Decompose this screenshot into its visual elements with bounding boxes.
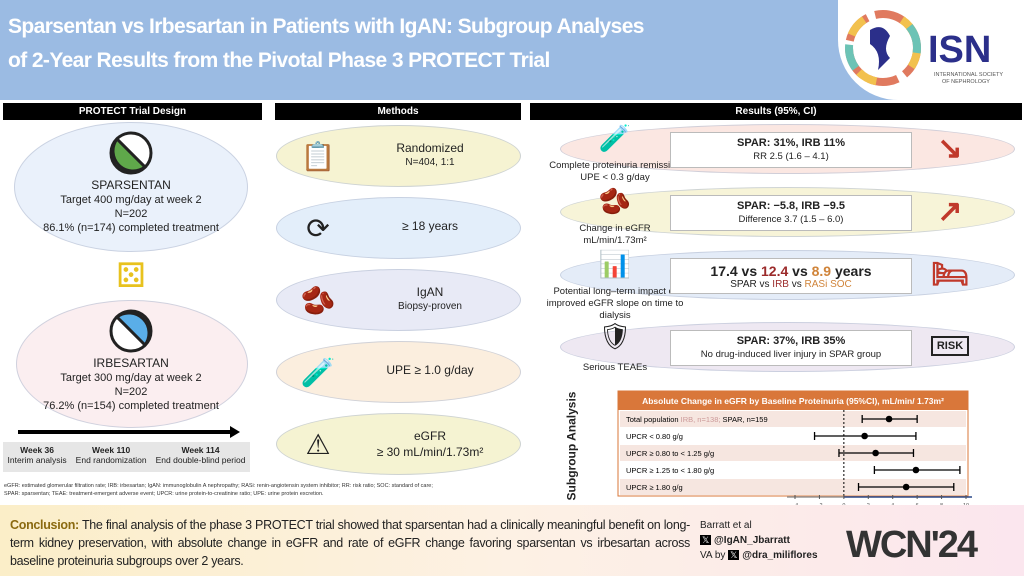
result-box: SPAR: −5.8, IRB −9.5 Difference 3.7 (1.5 …	[670, 195, 912, 231]
point-estimate	[912, 466, 920, 474]
timeline-item: Week 110 End randomization	[75, 445, 147, 465]
method-item	[276, 125, 521, 187]
row-band	[620, 428, 966, 444]
timeline-item: Week 114 End double-blind period	[155, 445, 246, 465]
isn-globe-icon: ISN INTERNATIONAL SOCIETY OF NEPHROLOGY	[845, 10, 1003, 86]
age-icon: ⟳	[306, 212, 330, 244]
green-pill-icon	[108, 130, 154, 176]
arm-completed: 86.1% (n=174) completed treatment	[43, 222, 219, 234]
row-label: Total population IRB, n=138; SPAR, n=159	[626, 415, 768, 424]
row-label: UPCR < 0.80 g/g	[626, 432, 683, 441]
conclusion-label: Conclusion:	[10, 518, 79, 532]
result-illustration-icon: 🛡	[598, 320, 632, 351]
dialysis-icon: 🛏	[930, 257, 970, 291]
result-box: SPAR: 37%, IRB 35% No drug-induced liver …	[670, 330, 912, 366]
plot-title: Absolute Change in eGFR by Baseline Prot…	[642, 396, 944, 406]
row-label: UPCR ≥ 1.25 to < 1.80 g/g	[626, 466, 714, 475]
author: Barratt et al	[700, 520, 752, 531]
method-text: Randomized N=404, 1:1	[396, 141, 464, 168]
row-band	[620, 445, 966, 461]
result-label: Change in eGFR mL/min/1.73m²	[579, 223, 651, 246]
credits: Barratt et al 𝕏 @IgAN_Jbarratt VA by 𝕏 @…	[700, 518, 818, 563]
arm-n: N=202	[114, 208, 148, 220]
point-estimate	[902, 483, 910, 491]
kidney-warning-icon: ⚠	[305, 428, 331, 460]
footnote: eGFR: estimated glomerular filtration ra…	[4, 483, 433, 497]
isn-logo: ISN INTERNATIONAL SOCIETY OF NEPHROLOGY	[838, 0, 1024, 100]
methods-heading: Methods	[275, 103, 521, 120]
forest-plot: Absolute Change in eGFR by Baseline Prot…	[617, 390, 972, 517]
arm-target: Target 400 mg/day at week 2	[60, 194, 202, 206]
point-estimate	[872, 449, 879, 457]
urine-test-icon: 🧪	[300, 356, 336, 388]
row-band	[620, 462, 966, 478]
method-text: UPE ≥ 1.0 g/day	[386, 363, 474, 377]
row-band	[620, 411, 966, 427]
randomization-icon: 📋	[300, 140, 336, 172]
blue-pill-icon	[108, 308, 154, 354]
timeline-item: Week 36 Interim analysis	[7, 445, 67, 465]
result-box: 17.4 vs 12.4 vs 8.9 years SPAR vs IRB vs…	[670, 258, 912, 294]
risk-icon: RISK	[928, 326, 972, 366]
method-text: IgAN Biopsy-proven	[398, 285, 462, 312]
result-illustration-icon: 📊	[598, 248, 632, 279]
method-item	[276, 197, 521, 259]
row-label: UPCR ≥ 1.80 g/g	[626, 483, 683, 492]
timeline-arrow	[18, 430, 232, 434]
method-text: ≥ 18 years	[402, 219, 458, 233]
sparsentan-info: SPARSENTAN Target 400 mg/day at week 2 N…	[14, 178, 248, 235]
method-text: eGFR ≥ 30 mL/min/1.73m²	[376, 429, 484, 459]
method-item	[276, 341, 521, 403]
svg-text:OF NEPHROLOGY: OF NEPHROLOGY	[942, 79, 990, 85]
trend-up-icon: ↗	[937, 194, 963, 228]
row-band	[620, 479, 966, 495]
wcn-logo: WCN'24	[846, 524, 978, 566]
timeline: Week 36 Interim analysis Week 110 End rand…	[3, 442, 250, 472]
va-handle[interactable]: @dra_miliflores	[742, 550, 818, 561]
svg-text:ISN: ISN	[928, 29, 991, 71]
va-label: VA by	[700, 550, 726, 561]
dice-icon: ⚄	[116, 257, 146, 295]
result-illustration-icon: 🫘	[598, 185, 632, 216]
result-label: Potential long–term impact of improved eG…	[546, 286, 684, 321]
trend-down-icon: ↘	[937, 131, 963, 165]
conclusion-text: The final analysis of the phase 3 PROTEC…	[10, 518, 690, 568]
arm-n: N=202	[114, 386, 148, 398]
result-label: Complete proteinuria remission UPE < 0.3 …	[549, 160, 681, 183]
arm-completed: 76.2% (n=154) completed treatment	[43, 400, 219, 412]
method-item	[276, 269, 521, 331]
irbesartan-info: IRBESARTAN Target 300 mg/day at week 2 N…	[14, 356, 248, 413]
page-title: Sparsentan vs Irbesartan in Patients wit…	[8, 10, 838, 78]
results-heading: Results (95%, CI)	[530, 103, 1022, 120]
x-logo-icon: 𝕏	[728, 550, 740, 560]
arm-name: SPARSENTAN	[91, 178, 171, 192]
row-label: UPCR ≥ 0.80 to < 1.25 g/g	[626, 449, 714, 458]
point-estimate	[885, 415, 893, 423]
result-box: SPAR: 31%, IRB 11% RR 2.5 (1.6 – 4.1)	[670, 132, 912, 168]
result-label: Serious TEAEs	[582, 362, 648, 373]
author-handle[interactable]: @IgAN_Jbarratt	[714, 535, 790, 546]
svg-text:INTERNATIONAL SOCIETY: INTERNATIONAL SOCIETY	[934, 72, 1003, 78]
arm-target: Target 300 mg/day at week 2	[60, 372, 202, 384]
result-illustration-icon: 🧪	[598, 122, 632, 153]
design-heading: PROTECT Trial Design	[3, 103, 262, 120]
plot-header	[618, 391, 968, 410]
conclusion: Conclusion: The final analysis of the ph…	[10, 516, 690, 570]
method-item	[276, 413, 521, 475]
arm-name: IRBESARTAN	[93, 356, 169, 370]
point-estimate	[861, 432, 868, 440]
arrow-head-icon	[230, 426, 240, 438]
x-logo-icon: 𝕏	[700, 535, 712, 545]
title-line-2: of 2-Year Results from the Pivotal Phase…	[8, 49, 550, 72]
bottom-banner	[0, 505, 1024, 576]
title-line-1: Sparsentan vs Irbesartan in Patients wit…	[8, 15, 644, 38]
kidney-biopsy-icon: 🫘	[300, 284, 336, 316]
